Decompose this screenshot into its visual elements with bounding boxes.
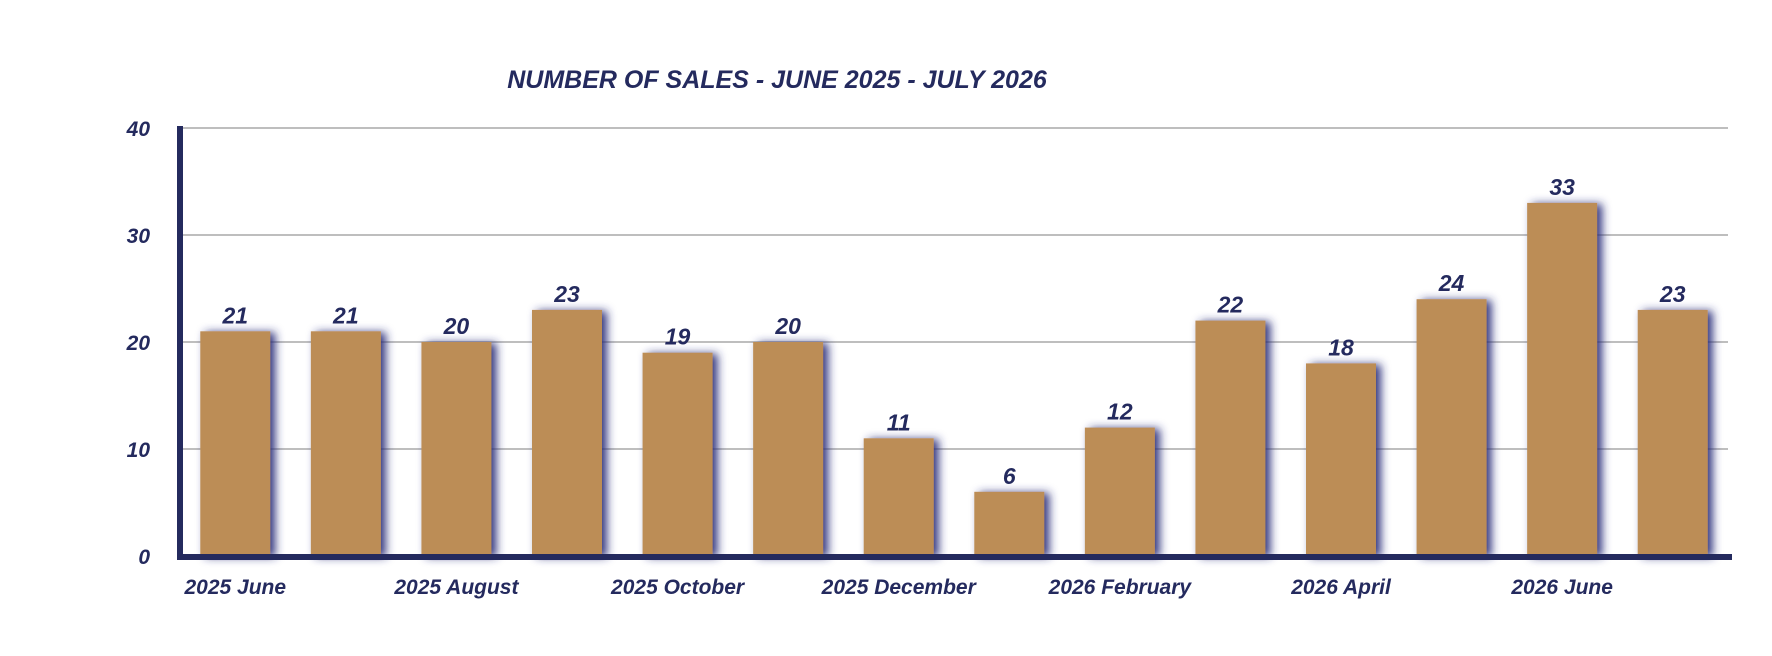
data-labels: 21 21 20 23 19 20 11 6 12 22 18 24 33 23 [221, 174, 1685, 489]
bars [200, 202, 1708, 556]
x-tick-label: 2025 December [821, 576, 978, 599]
data-label: 6 [1003, 463, 1016, 489]
bar [1084, 427, 1155, 556]
data-label: 21 [332, 302, 359, 328]
y-axis-ticks: 0 10 20 30 40 [126, 118, 151, 569]
bar [974, 491, 1045, 556]
data-label: 21 [221, 302, 248, 328]
x-tick-label: 2025 June [183, 576, 286, 599]
chart-title: NUMBER OF SALES - JUNE 2025 - JULY 2026 [507, 66, 1048, 94]
bar [1416, 299, 1487, 556]
x-tick-label: 2026 June [1510, 576, 1613, 599]
bar [421, 342, 492, 556]
data-label: 23 [553, 281, 580, 307]
x-tick-label: 2026 April [1290, 576, 1392, 599]
bar [310, 331, 381, 556]
data-label: 18 [1328, 334, 1354, 360]
x-tick-label: 2025 August [393, 576, 519, 599]
data-label: 22 [1217, 292, 1244, 318]
y-tick-label: 30 [127, 225, 151, 248]
gridlines [180, 127, 1728, 450]
x-tick-label: 2026 February [1048, 576, 1193, 599]
data-label: 33 [1549, 174, 1575, 200]
axes [177, 126, 1732, 560]
x-tick-label: 2025 October [610, 576, 746, 599]
bar [863, 438, 934, 556]
bar [1195, 320, 1266, 556]
bar [532, 309, 602, 556]
data-label: 19 [665, 324, 691, 350]
bar [1637, 309, 1708, 556]
bar [753, 342, 824, 556]
y-tick-label: 40 [126, 118, 151, 141]
bar [200, 331, 271, 556]
data-label: 20 [774, 313, 801, 339]
y-tick-label: 10 [127, 439, 151, 462]
data-label: 23 [1659, 281, 1686, 307]
bar [642, 352, 713, 556]
data-label: 12 [1107, 399, 1133, 425]
y-tick-label: 0 [138, 546, 150, 569]
bar [1306, 363, 1376, 556]
bar [1527, 202, 1598, 556]
data-label: 24 [1438, 270, 1465, 296]
data-label: 20 [443, 313, 470, 339]
data-label: 11 [887, 409, 911, 435]
x-axis-labels: 2025 June 2025 August 2025 October 2025 Dec… [183, 576, 1613, 599]
y-tick-label: 20 [126, 332, 151, 355]
